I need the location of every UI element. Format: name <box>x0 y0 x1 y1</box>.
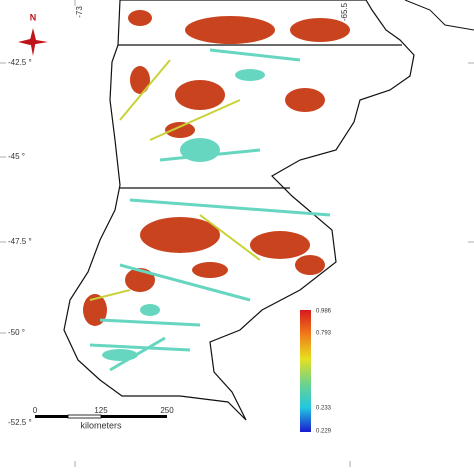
legend: 0.986 0.793 0.233 0.229 <box>300 309 332 435</box>
legend-label: 0.233 <box>316 406 332 412</box>
lat-label: -42.5 ° <box>8 58 32 67</box>
lat-label: -50 ° <box>8 328 25 337</box>
lon-label: -73 <box>75 6 84 18</box>
scale-label: 250 <box>160 406 174 415</box>
legend-label: 0.986 <box>316 309 332 315</box>
lat-label: -47.5 ° <box>8 237 32 246</box>
suitability-patches <box>83 10 350 372</box>
legend-label: 0.229 <box>316 429 332 435</box>
north-arrow: N <box>18 12 48 56</box>
lat-label: -45 ° <box>8 152 25 161</box>
scale-unit: kilometers <box>80 420 122 430</box>
north-label: N <box>30 12 37 22</box>
coast <box>404 0 474 31</box>
lat-label: -52.5 ° <box>8 418 32 427</box>
scale-bar: 0 125 250 kilometers <box>33 406 174 430</box>
color-bar <box>300 310 311 432</box>
legend-label: 0.793 <box>316 331 332 337</box>
scale-label: 0 <box>33 406 38 415</box>
scale-label: 125 <box>94 406 108 415</box>
lon-label: -65.5 <box>340 2 349 21</box>
